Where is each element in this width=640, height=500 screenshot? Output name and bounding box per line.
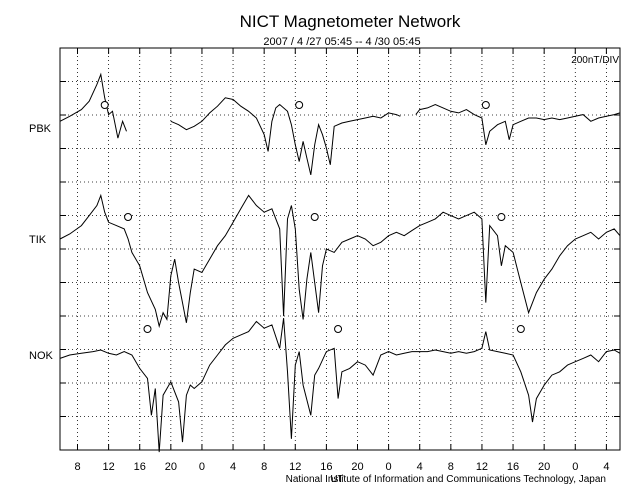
station-label-nok: NOK xyxy=(29,350,54,362)
scale-label: 200nT/DIV xyxy=(571,55,619,66)
trace-pbk xyxy=(170,97,401,176)
station-traces xyxy=(59,72,621,453)
x-tick-label: 20 xyxy=(538,461,550,473)
x-tick-label: 4 xyxy=(230,461,236,473)
trace-tik xyxy=(59,193,621,329)
local-noon-marker xyxy=(497,213,506,221)
x-tick-label: 0 xyxy=(572,461,578,473)
x-tick-label: 16 xyxy=(320,461,332,473)
x-tick-label: 0 xyxy=(199,461,205,473)
trace-pbk xyxy=(415,103,621,145)
x-tick-label: 4 xyxy=(417,461,423,473)
x-tick-label: 0 xyxy=(386,461,392,473)
local-noon-marker xyxy=(334,325,343,333)
local-noon-marker xyxy=(295,101,304,109)
chart-subtitle: 2007 / 4 /27 05:45 -- 4 /30 05:45 xyxy=(263,36,420,48)
local-noon-marker xyxy=(100,101,109,109)
plot-grid xyxy=(60,48,620,450)
station-label-tik: TIK xyxy=(29,234,47,246)
x-tick-label: 8 xyxy=(448,461,454,473)
trace-nok xyxy=(59,318,621,453)
x-tick-label: 8 xyxy=(74,461,80,473)
x-tick-label: 16 xyxy=(134,461,146,473)
footer-credit: National Institute of Information and Co… xyxy=(286,474,606,485)
x-tick-label: 8 xyxy=(261,461,267,473)
x-tick-label: 12 xyxy=(289,461,301,473)
chart-title: NICT Magnetometer Network xyxy=(240,12,461,31)
x-tick-label: 20 xyxy=(165,461,177,473)
trace-pbk xyxy=(59,72,127,139)
x-tick-label: 20 xyxy=(351,461,363,473)
utc-marker: UT xyxy=(330,474,343,485)
x-tick-label: 16 xyxy=(507,461,519,473)
plot-frame xyxy=(59,47,621,451)
station-label-pbk: PBK xyxy=(29,123,52,135)
local-noon-marker xyxy=(124,213,133,221)
x-tick-label: 12 xyxy=(476,461,488,473)
x-tick-label: 4 xyxy=(603,461,609,473)
x-tick-labels: 8 12 16 20 0 4 8 12 16 20 0 4 8 12 16 20 0 4 xyxy=(74,461,609,473)
local-noon-marker xyxy=(310,213,319,221)
x-tick-label: 12 xyxy=(102,461,114,473)
local-noon-marker xyxy=(143,325,152,333)
local-noon-marker xyxy=(516,325,525,333)
local-noon-marker xyxy=(481,101,490,109)
station-labels: PBK TIK NOK xyxy=(29,123,54,362)
